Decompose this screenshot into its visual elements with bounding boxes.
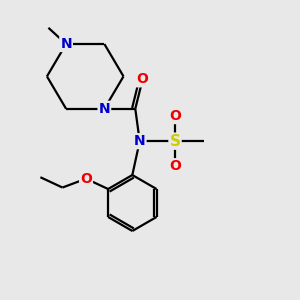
Text: N: N	[98, 102, 110, 116]
Text: O: O	[169, 109, 181, 123]
Text: O: O	[80, 172, 92, 186]
Text: O: O	[169, 159, 181, 173]
Text: N: N	[134, 134, 146, 148]
Text: S: S	[169, 134, 181, 149]
Text: O: O	[137, 72, 148, 86]
Text: N: N	[60, 37, 72, 51]
